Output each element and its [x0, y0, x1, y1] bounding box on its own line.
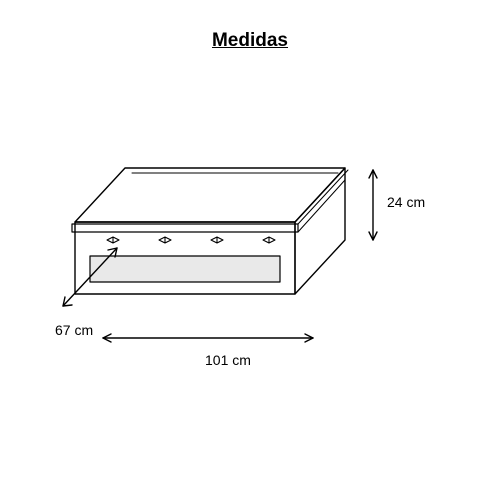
- page-title: Medidas: [212, 30, 288, 52]
- dimensions-diagram: 24 cm 67 cm 101 cm: [55, 90, 455, 400]
- width-label: 101 cm: [205, 352, 251, 368]
- depth-label: 67 cm: [55, 322, 93, 338]
- height-label: 24 cm: [387, 194, 425, 210]
